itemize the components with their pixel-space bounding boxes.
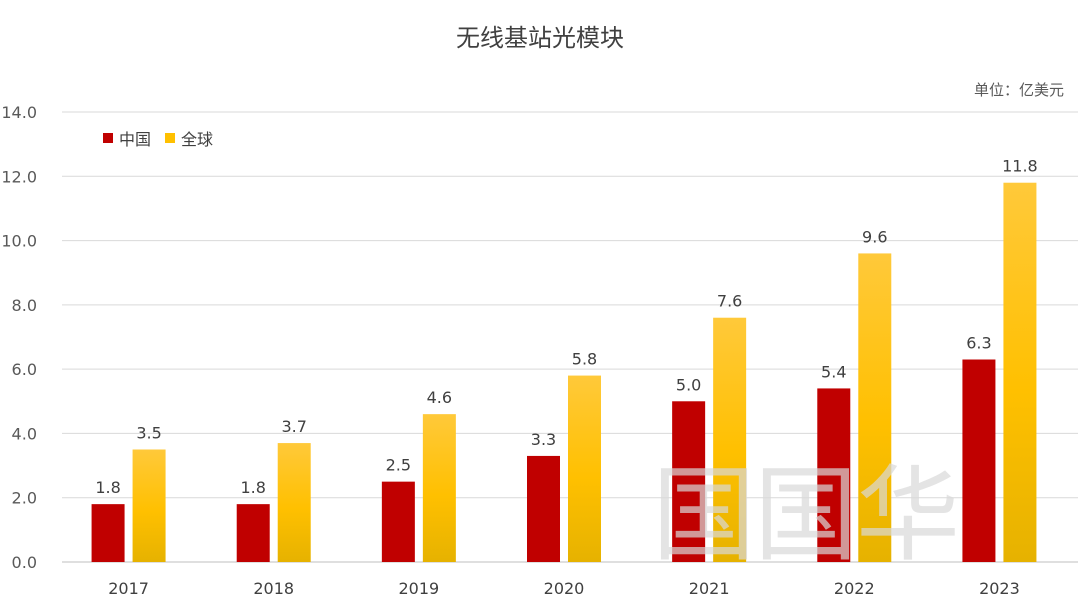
y-axis-ticks: 0.0 2.0 4.0 6.0 8.0 10.0 12.0 14.0 [1, 103, 37, 572]
x-tick-label: 2019 [398, 579, 439, 598]
legend: 中国 全球 [103, 126, 227, 150]
bar-china [962, 359, 996, 562]
chart-title: 无线基站光模块 [456, 24, 624, 52]
bar-global [132, 449, 166, 562]
x-tick-label: 2017 [108, 579, 149, 598]
bar-global [713, 317, 747, 562]
y-tick-label: 2.0 [12, 489, 37, 508]
x-axis-ticks: 2017 2018 2019 2020 2021 2022 2023 [108, 579, 1020, 598]
y-tick-label: 4.0 [12, 424, 37, 443]
x-tick-label: 2020 [544, 579, 585, 598]
x-tick-label: 2023 [979, 579, 1020, 598]
watermark: 国国华 [652, 454, 960, 576]
data-labels: 1.8 3.5 1.8 3.7 2.5 4.6 3.3 5.8 5.0 7.6 5.4 9.6 6.3 1… [95, 157, 1037, 497]
y-tick-label: 8.0 [12, 296, 37, 315]
data-label: 3.7 [281, 417, 306, 436]
data-label: 1.8 [240, 478, 265, 497]
data-label: 3.5 [136, 424, 161, 443]
legend-label-china: 中国 [119, 130, 152, 149]
data-label: 9.6 [862, 227, 887, 246]
y-tick-label: 12.0 [1, 167, 37, 186]
bar-global [277, 443, 311, 562]
bar-china [381, 481, 415, 562]
bar-china [236, 504, 270, 562]
data-label: 1.8 [95, 478, 120, 497]
x-tick-label: 2021 [689, 579, 730, 598]
legend-label-global: 全球 [181, 130, 214, 149]
data-label: 6.3 [966, 334, 991, 353]
bar-china [817, 388, 851, 562]
bar-global [1003, 182, 1037, 562]
legend-swatch-global [165, 133, 176, 143]
y-tick-label: 14.0 [1, 103, 37, 122]
data-label: 2.5 [386, 456, 411, 475]
legend-item-china: 中国 [103, 126, 151, 150]
x-tick-label: 2022 [834, 579, 875, 598]
bar-china [527, 455, 560, 562]
bars [91, 182, 1037, 562]
data-label: 11.8 [1002, 157, 1038, 176]
data-label: 7.6 [717, 292, 742, 311]
bar-global [858, 253, 892, 562]
data-label: 5.4 [821, 362, 846, 381]
bar-global [422, 414, 456, 562]
bar-global [568, 375, 601, 562]
data-label: 3.3 [531, 430, 556, 449]
bar-china [672, 401, 706, 562]
y-tick-label: 6.0 [12, 360, 37, 379]
unit-note: 单位：亿美元 [973, 81, 1064, 99]
legend-swatch-china [103, 133, 113, 143]
y-tick-label: 0.0 [12, 553, 37, 572]
x-tick-label: 2018 [253, 579, 294, 598]
data-label: 4.6 [427, 388, 452, 407]
data-label: 5.0 [676, 375, 701, 394]
y-tick-label: 10.0 [1, 232, 37, 251]
data-label: 5.8 [572, 350, 597, 369]
legend-item-global: 全球 [165, 126, 213, 150]
bar-china [91, 504, 125, 562]
